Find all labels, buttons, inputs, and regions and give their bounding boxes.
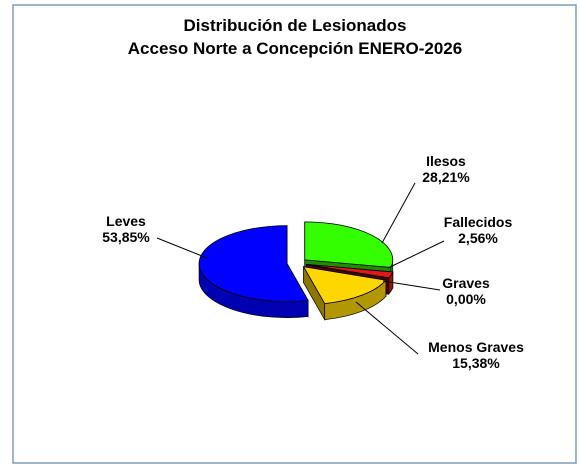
slice xyxy=(198,225,309,318)
leader-line xyxy=(355,301,419,355)
slice-value-label: 2,56% xyxy=(458,230,498,246)
slice-top xyxy=(304,221,394,268)
slice-value-label: 0,00% xyxy=(446,291,486,307)
slice-label: Fallecidos xyxy=(444,214,513,230)
slice-label: Menos Graves xyxy=(428,339,524,355)
leader-line xyxy=(381,182,416,244)
frame xyxy=(12,4,577,464)
slice-value-label: 28,21% xyxy=(422,169,470,185)
leader-line xyxy=(156,237,208,259)
chart-title: Distribución de Lesionados xyxy=(184,16,407,35)
slice-label: Leves xyxy=(106,213,146,229)
slice-value-label: 53,85% xyxy=(102,229,150,245)
slice-value-label: 15,38% xyxy=(452,355,500,371)
leader-line xyxy=(387,240,445,269)
slice-label: Ilesos xyxy=(426,153,466,169)
slice-label: Graves xyxy=(442,275,490,291)
slice xyxy=(302,265,387,321)
slice-top xyxy=(198,225,309,302)
slice-top xyxy=(306,263,394,279)
slice-top xyxy=(302,266,387,305)
leader-line xyxy=(382,280,441,291)
chart-subtitle: Acceso Norte a Concepción ENERO-2026 xyxy=(128,39,462,58)
